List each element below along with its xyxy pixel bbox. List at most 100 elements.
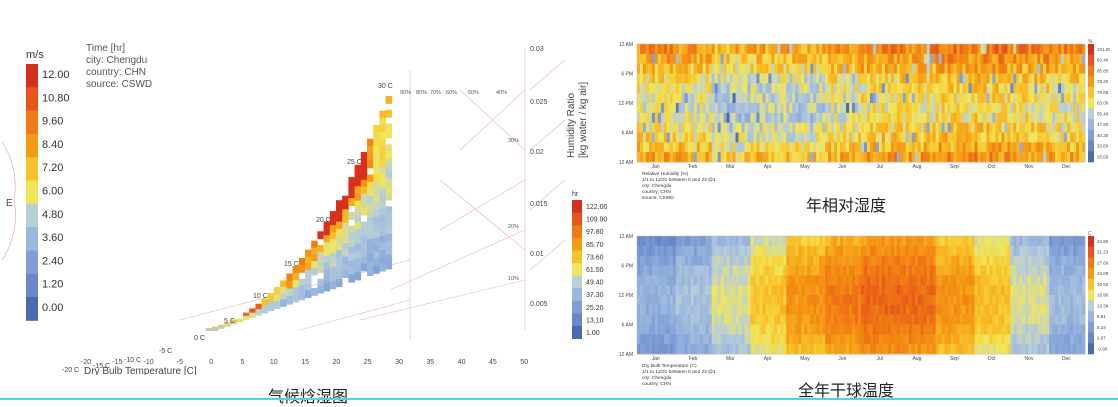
heatmap-cell (1052, 255, 1056, 266)
heatmap-cell (920, 63, 925, 74)
heatmap-cell (1079, 255, 1083, 266)
heatmap-cell (1046, 236, 1050, 247)
heatmap-cell (1052, 132, 1056, 143)
psychrometric-cell (298, 292, 306, 301)
heatmap-cell (989, 255, 993, 266)
heatmap-cell (747, 44, 751, 55)
heatmap-cell (681, 93, 686, 104)
heatmap-cell (875, 236, 880, 247)
hours-legend-label: 73.60 (586, 254, 604, 261)
heatmap-cell (920, 112, 925, 124)
heatmap-cell (702, 285, 707, 296)
heatmap-cell (878, 304, 883, 316)
heatmap-cell (738, 103, 742, 114)
heatmap-cell (914, 285, 919, 296)
heatmap-cell (1019, 63, 1023, 74)
psychrometric-cell (354, 207, 362, 216)
heatmap-cell (1049, 285, 1053, 296)
heatmap-cell (693, 285, 698, 296)
heatmap-cell (929, 324, 934, 335)
heatmap-cell (1043, 236, 1047, 247)
heatmap-cell (896, 265, 901, 276)
psychrometric-cell (298, 285, 306, 294)
heatmap-scale-swatch (1088, 300, 1094, 312)
heatmap-cell (777, 314, 781, 325)
heatmap-cell (846, 44, 850, 55)
heatmap-cell (908, 245, 913, 257)
heatmap-cell (702, 53, 707, 65)
heatmap-cell (923, 152, 928, 163)
heatmap-cell (995, 236, 999, 247)
heatmap-cell (672, 103, 677, 114)
heatmap-cell (774, 324, 778, 335)
heatmap-cell (977, 112, 981, 124)
heatmap-cell (666, 295, 671, 306)
heatmap-cell (923, 122, 928, 133)
heatmap-cell (654, 83, 659, 94)
heatmap-cell (732, 255, 736, 266)
heatmap-cell (896, 132, 901, 143)
heatmap-cell (804, 44, 808, 55)
heatmap-cell (726, 344, 730, 355)
heatmap-cell (822, 152, 826, 163)
heatmap-cell (792, 63, 796, 74)
heatmap-cell (660, 73, 665, 84)
heatmap-cell (884, 73, 889, 84)
heatmap-cell (1049, 83, 1053, 94)
heatmap-cell (962, 236, 966, 247)
heatmap-cell (989, 304, 993, 316)
x-tick-label: 30 (395, 359, 403, 366)
heatmap-cell (637, 275, 641, 286)
heatmap-cell (726, 83, 730, 94)
heatmap-cell (699, 245, 704, 257)
psychrometric-cell (367, 267, 374, 276)
heatmap-cell (852, 324, 856, 335)
heatmap-month-label: Jun (838, 356, 846, 362)
heatmap-cell (1067, 275, 1071, 286)
heatmap-cell (893, 304, 898, 316)
heatmap-cell (1064, 73, 1068, 84)
heatmap-cell (932, 112, 937, 124)
heatmap-cell (849, 344, 853, 355)
heatmap-cell (750, 236, 754, 247)
heatmap-cell (654, 103, 659, 114)
heatmap-cell (819, 324, 823, 335)
heatmap-cell (741, 142, 745, 153)
heatmap-cell (681, 324, 686, 335)
heatmap-cell (1073, 314, 1077, 325)
rh-label: 80% (416, 90, 427, 96)
heatmap-cell (1001, 344, 1005, 355)
psychrometric-cell (348, 267, 355, 276)
heatmap-cell (875, 83, 880, 94)
heatmap-cell (944, 285, 949, 296)
heatmap-cell (783, 44, 787, 55)
heatmap-cell (1070, 334, 1074, 345)
heatmap-cell (666, 63, 671, 74)
heatmap-cell (959, 152, 963, 163)
heatmap-cell (807, 122, 811, 133)
heatmap-cell (926, 73, 931, 84)
heatmap-cell (986, 112, 990, 124)
heatmap-cell (947, 152, 951, 163)
heatmap-cell (786, 324, 790, 335)
heatmap-cell (968, 255, 972, 266)
heatmap-cell (863, 275, 868, 286)
heatmap-cell (801, 295, 805, 306)
heatmap-cell (998, 73, 1002, 84)
heatmap-cell (1079, 132, 1083, 143)
heatmap-cell (825, 295, 829, 306)
psychrometric-cell (373, 251, 380, 260)
heatmap-cell (971, 152, 975, 163)
psychrometric-cell (354, 222, 362, 231)
heatmap-cell (1037, 142, 1041, 153)
heatmap-cell (804, 334, 808, 345)
heatmap-cell (693, 245, 698, 257)
heatmap-cell (657, 53, 662, 65)
heatmap-cell (753, 265, 757, 276)
heatmap-cell (801, 152, 805, 163)
heatmap-cell (1067, 255, 1071, 266)
heatmap-cell (726, 53, 730, 65)
heatmap-cell (693, 103, 698, 114)
heatmap-cell (926, 334, 931, 345)
heatmap-cell (858, 324, 862, 335)
